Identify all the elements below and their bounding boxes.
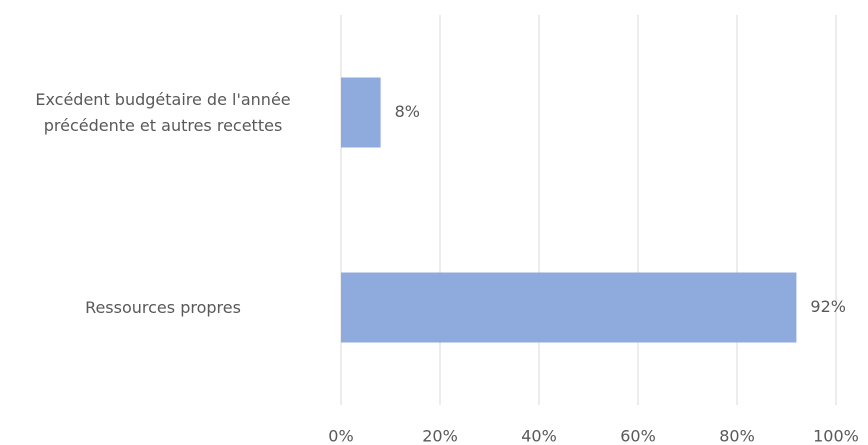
x-tick-label: 40% bbox=[521, 427, 557, 445]
bar bbox=[341, 77, 381, 148]
bar bbox=[341, 272, 797, 343]
y-tick-label: Excédent budgétaire de l'année précédent… bbox=[35, 89, 291, 135]
x-tick-label: 20% bbox=[422, 427, 458, 445]
value-label: 92% bbox=[810, 297, 846, 316]
x-tick-label: 60% bbox=[620, 427, 656, 445]
y-tick-label: Ressources propres bbox=[85, 297, 241, 317]
x-tick-label: 100% bbox=[813, 427, 859, 445]
x-tick-label: 0% bbox=[328, 427, 353, 445]
x-tick-label: 80% bbox=[719, 427, 755, 445]
value-label: 8% bbox=[395, 102, 420, 121]
